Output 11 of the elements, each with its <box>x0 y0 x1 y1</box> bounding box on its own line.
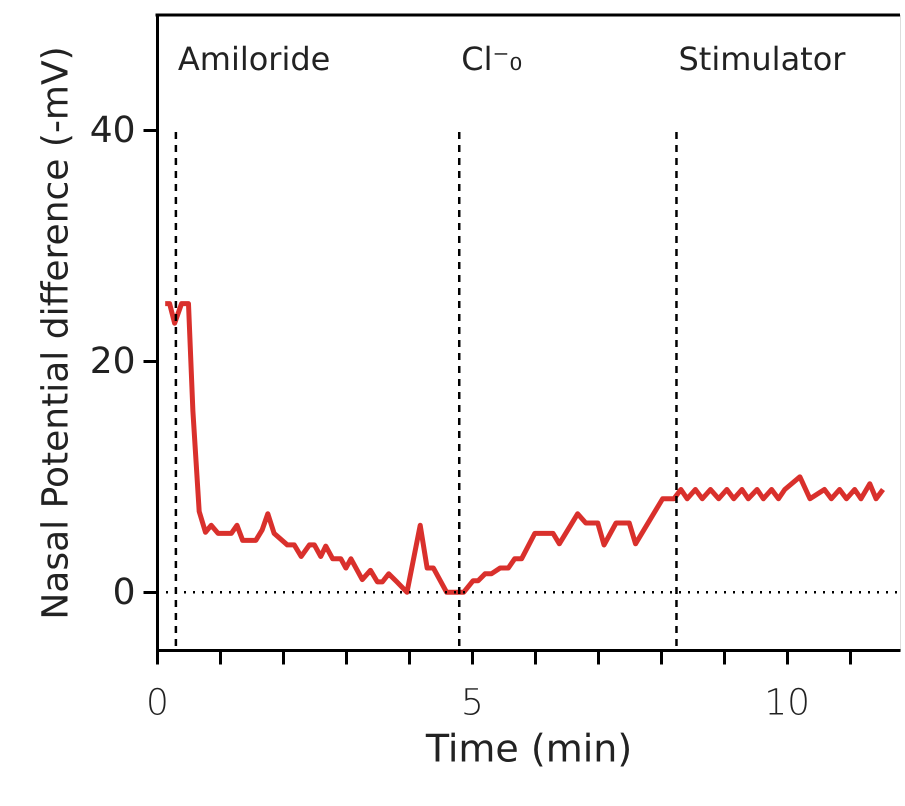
ref-line-label: Stimulator <box>678 40 846 78</box>
x-axis-title: Time (min) <box>424 726 632 770</box>
y-tick-label: 40 <box>90 110 136 151</box>
x-tick-label: 10 <box>764 682 810 724</box>
ref-line-label: Cl⁻₀ <box>461 40 522 78</box>
y-tick-label: 20 <box>90 340 136 382</box>
x-tick-label: 5 <box>460 682 484 724</box>
y-axis-title: Nasal Potential difference (-mV) <box>36 46 77 620</box>
ref-line-label: Amiloride <box>178 40 330 78</box>
x-tick-label: 0 <box>146 682 169 724</box>
y-tick-label: 0 <box>112 572 136 613</box>
